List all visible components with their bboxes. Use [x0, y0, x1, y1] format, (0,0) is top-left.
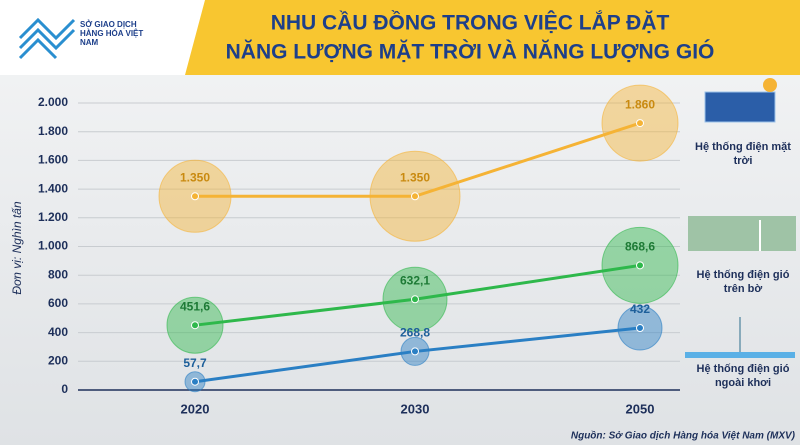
- value-label: 632,1: [400, 273, 430, 287]
- point: [636, 119, 644, 128]
- value-label: 57,7: [183, 356, 207, 370]
- y-tick-label: 1.400: [38, 181, 68, 195]
- y-tick-label: 400: [48, 325, 68, 339]
- value-label: 432: [630, 302, 650, 316]
- point: [411, 347, 419, 356]
- title: NHU CẦU ĐỒNG TRONG VIỆC LẮP ĐẶT: [271, 11, 670, 35]
- point: [411, 192, 419, 201]
- y-tick-label: 0: [61, 382, 68, 396]
- sea: [685, 352, 795, 358]
- value-label: 451,6: [180, 299, 210, 313]
- y-tick-label: 600: [48, 296, 68, 310]
- value-label: 1.350: [180, 170, 210, 184]
- y-tick-label: 200: [48, 353, 68, 367]
- point: [191, 192, 199, 201]
- title: NĂNG LƯỢNG MẶT TRỜI VÀ NĂNG LƯỢNG GIÓ: [226, 40, 715, 64]
- title-band: [185, 0, 800, 75]
- legend-label: Hệ thống điện mặt trời: [695, 141, 791, 167]
- y-axis-label: Đơn vị: Nghìn tấn: [10, 201, 24, 295]
- value-label: 268,8: [400, 326, 430, 340]
- point: [191, 377, 199, 386]
- legend-label: Hệ thống điện gió trên bờ: [696, 269, 790, 295]
- x-tick-label: 2030: [401, 401, 430, 416]
- point: [191, 321, 199, 330]
- point: [636, 261, 644, 270]
- legend-icon: [685, 317, 795, 358]
- sun: [763, 78, 777, 92]
- solar-panel: [704, 91, 776, 123]
- legend-icon: [688, 216, 796, 251]
- x-tick-label: 2020: [181, 401, 210, 416]
- legend-label: Hệ thống điện gió ngoài khơi: [696, 363, 790, 389]
- point: [636, 324, 644, 333]
- y-tick-label: 1.600: [38, 153, 68, 167]
- logo-text: SỞ GIAO DỊCH HÀNG HÓA VIỆT NAM: [80, 20, 144, 47]
- y-tick-label: 1.200: [38, 210, 68, 224]
- y-tick-label: 2.000: [38, 95, 68, 109]
- source: Nguồn: Sở Giao dịch Hàng hóa Việt Nam (M…: [571, 430, 796, 442]
- value-label: 1.860: [625, 97, 655, 111]
- y-tick-label: 1.000: [38, 239, 68, 253]
- y-tick-label: 800: [48, 267, 68, 281]
- legend-icon: [704, 78, 777, 123]
- point: [411, 295, 419, 304]
- y-tick-label: 1.800: [38, 124, 68, 138]
- value-label: 868,6: [625, 240, 655, 254]
- logo-icon: [18, 17, 76, 60]
- landscape: [688, 216, 796, 251]
- value-label: 1.350: [400, 170, 430, 184]
- x-tick-label: 2050: [626, 401, 655, 416]
